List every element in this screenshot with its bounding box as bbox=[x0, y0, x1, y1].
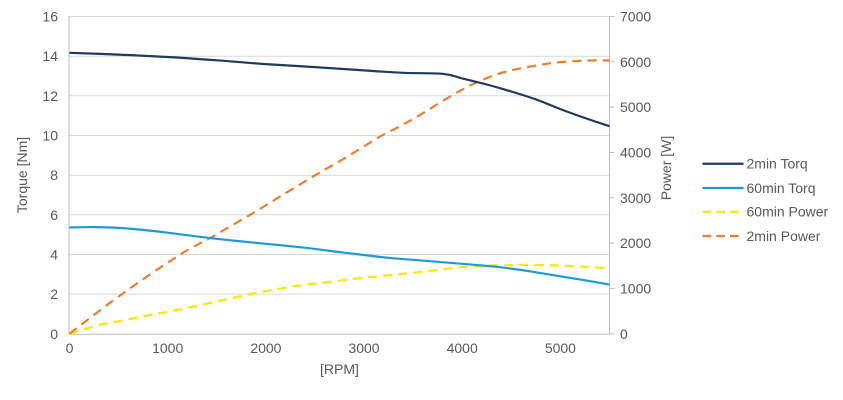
svg-text:6: 6 bbox=[50, 207, 58, 223]
svg-text:1000: 1000 bbox=[620, 281, 651, 297]
svg-text:1000: 1000 bbox=[152, 340, 183, 356]
svg-text:5000: 5000 bbox=[545, 340, 576, 356]
svg-text:60min Power: 60min Power bbox=[747, 204, 829, 220]
svg-text:12: 12 bbox=[42, 88, 58, 104]
svg-text:0: 0 bbox=[620, 326, 628, 342]
svg-text:4000: 4000 bbox=[620, 145, 651, 161]
svg-text:Power [W]: Power [W] bbox=[658, 136, 674, 201]
svg-text:0: 0 bbox=[50, 326, 58, 342]
svg-text:8: 8 bbox=[50, 167, 58, 183]
svg-text:2min Torq: 2min Torq bbox=[747, 156, 808, 172]
svg-text:6000: 6000 bbox=[620, 54, 651, 70]
svg-text:2: 2 bbox=[50, 286, 58, 302]
svg-text:60min Torq: 60min Torq bbox=[747, 180, 816, 196]
svg-text:2min Power: 2min Power bbox=[747, 228, 821, 244]
svg-text:2000: 2000 bbox=[620, 235, 651, 251]
svg-text:4: 4 bbox=[50, 247, 58, 263]
svg-text:0: 0 bbox=[66, 340, 74, 356]
svg-text:2000: 2000 bbox=[250, 340, 281, 356]
svg-text:10: 10 bbox=[42, 128, 58, 144]
svg-text:[RPM]: [RPM] bbox=[320, 361, 359, 377]
svg-text:Torque [Nm]: Torque [Nm] bbox=[14, 137, 30, 213]
svg-text:3000: 3000 bbox=[348, 340, 379, 356]
svg-text:7000: 7000 bbox=[620, 9, 651, 25]
svg-text:5000: 5000 bbox=[620, 99, 651, 115]
svg-text:3000: 3000 bbox=[620, 190, 651, 206]
svg-text:16: 16 bbox=[42, 9, 58, 25]
svg-text:4000: 4000 bbox=[447, 340, 478, 356]
svg-text:14: 14 bbox=[42, 48, 58, 64]
